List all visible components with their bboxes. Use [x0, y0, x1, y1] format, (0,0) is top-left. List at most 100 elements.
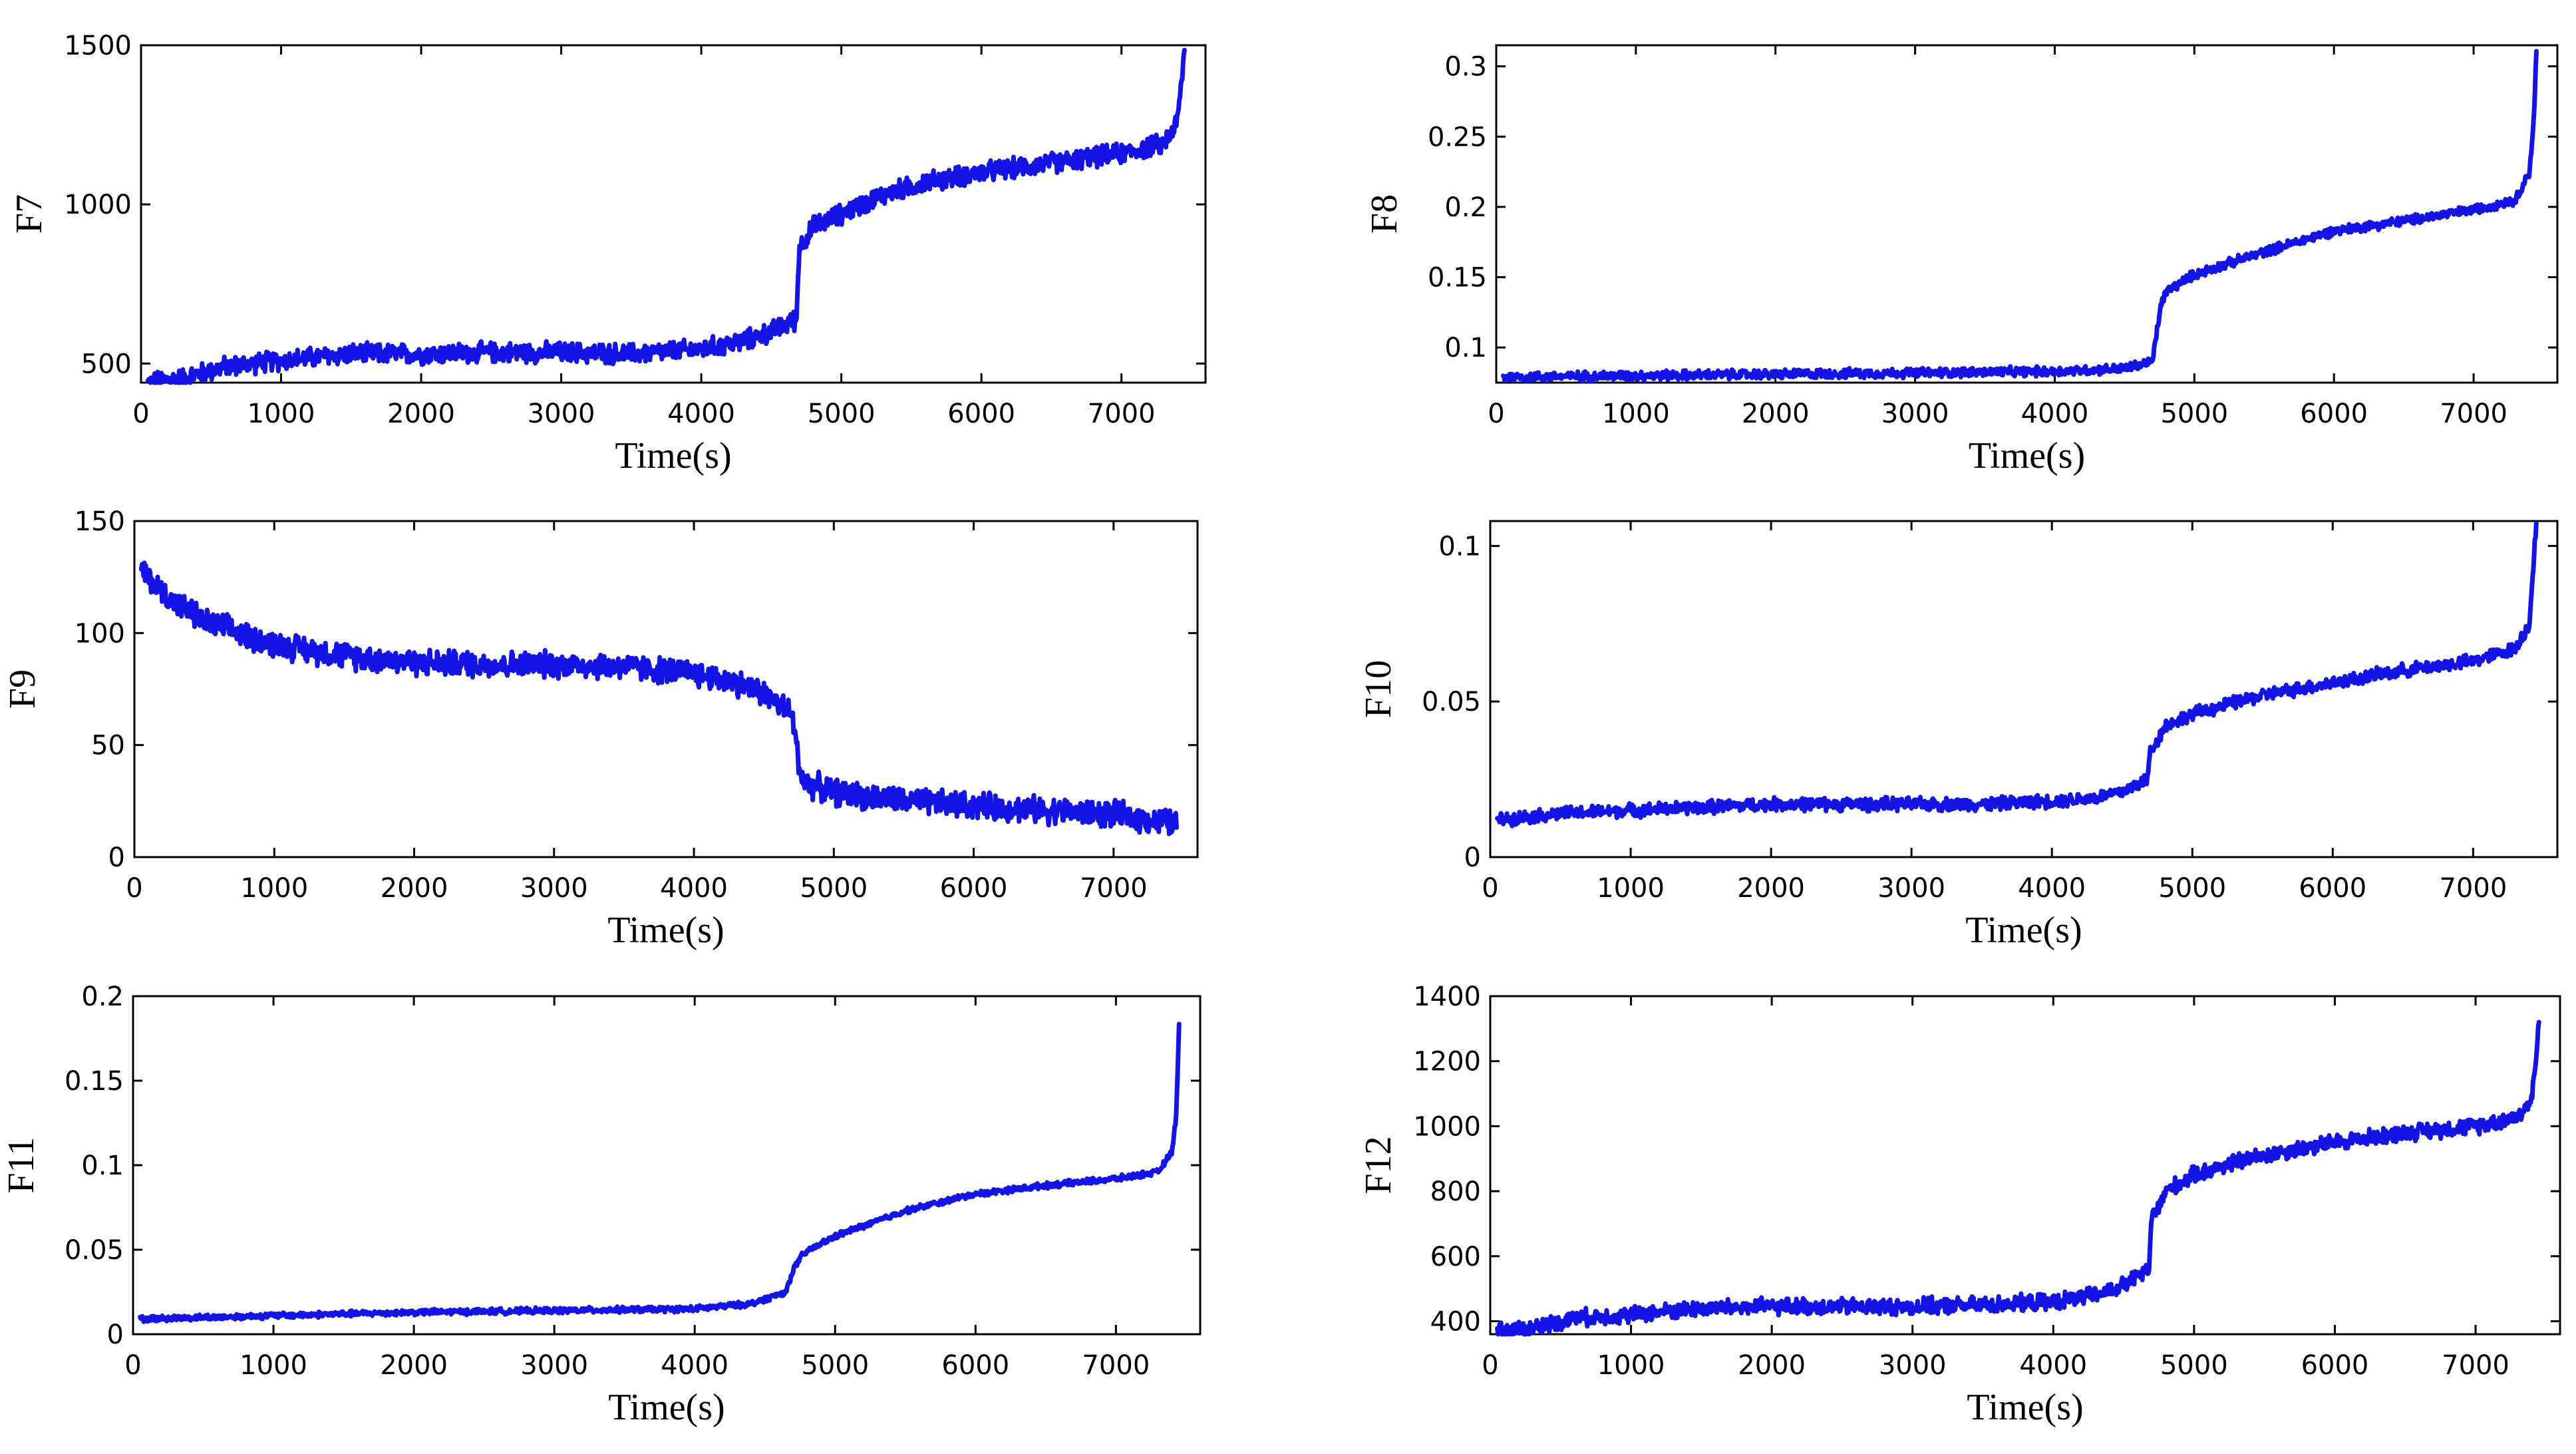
plot-frame	[132, 995, 1202, 1336]
x-tick-label: 0	[126, 873, 142, 904]
y-axis-label: F12	[1358, 1136, 1399, 1194]
x-tick-label: 5000	[801, 1350, 869, 1381]
y-tick-label: 400	[1430, 1306, 1481, 1337]
y-tick-label: 1400	[1413, 982, 1481, 1012]
y-tick-label: 100	[75, 618, 125, 649]
y-axis-label: F10	[1358, 660, 1399, 718]
x-tick-label: 0	[1488, 399, 1504, 429]
series-line	[139, 560, 1179, 836]
x-tick-label: 4000	[660, 873, 728, 904]
x-axis-label: Time(s)	[608, 1387, 724, 1428]
x-tick-label: 3000	[1879, 1350, 1947, 1381]
x-tick-label: 7000	[1080, 873, 1148, 904]
y-tick-label: 0.2	[81, 982, 124, 1012]
x-tick-label: 7000	[2439, 873, 2507, 904]
x-tick-label: 4000	[2018, 873, 2086, 904]
x-tick-label: 6000	[940, 873, 1008, 904]
y-tick-label: 1500	[64, 31, 132, 61]
y-tick-label: 50	[91, 731, 125, 761]
plot-frame	[133, 520, 1199, 858]
y-tick-label: 0.25	[1428, 122, 1487, 152]
x-tick-label: 3000	[1881, 399, 1949, 429]
y-tick-label: 0.1	[81, 1151, 124, 1181]
x-tick-label: 6000	[2300, 399, 2368, 429]
x-tick-label: 5000	[2158, 873, 2226, 904]
x-tick-label: 5000	[2160, 399, 2228, 429]
y-tick-label: 800	[1430, 1177, 1481, 1207]
x-axis-label: Time(s)	[1969, 435, 2085, 476]
x-tick-label: 3000	[520, 1350, 588, 1381]
x-tick-label: 2000	[1742, 399, 1810, 429]
y-tick-label: 1000	[1413, 1111, 1481, 1142]
x-tick-label: 7000	[1088, 399, 1156, 429]
x-tick-label: 6000	[2301, 1350, 2369, 1381]
x-axis-label: Time(s)	[615, 435, 731, 476]
y-tick-label: 0	[1464, 842, 1481, 873]
x-tick-label: 2000	[381, 873, 448, 904]
x-tick-label: 3000	[528, 399, 595, 429]
y-tick-label: 0.05	[65, 1235, 124, 1266]
y-tick-label: 0	[108, 842, 125, 873]
plot-frame	[1495, 44, 2559, 384]
series-line	[138, 1021, 1182, 1324]
x-tick-label: 0	[132, 399, 149, 429]
x-tick-label: 7000	[1082, 1350, 1150, 1381]
y-axis-label: F8	[1364, 194, 1405, 234]
y-tick-label: 1000	[64, 190, 132, 220]
y-axis-label: F9	[2, 669, 43, 709]
x-tick-label: 1000	[1602, 399, 1670, 429]
x-tick-label: 1000	[240, 1350, 307, 1381]
y-tick-label: 0.1	[1444, 333, 1487, 363]
x-tick-label: 4000	[661, 1350, 728, 1381]
x-tick-label: 5000	[2160, 1350, 2228, 1381]
y-tick-label: 0.3	[1444, 52, 1487, 83]
plot-frame	[1489, 520, 2559, 858]
x-tick-label: 1000	[240, 873, 308, 904]
series-line	[1495, 521, 2539, 828]
x-tick-label: 5000	[800, 873, 868, 904]
y-tick-label: 0	[107, 1320, 124, 1350]
y-tick-label: 150	[75, 506, 125, 537]
x-tick-label: 2000	[1738, 1350, 1806, 1381]
x-tick-label: 7000	[2440, 399, 2507, 429]
x-tick-label: 3000	[1877, 873, 1945, 904]
y-tick-label: 600	[1430, 1242, 1481, 1272]
chart-panel-f10: 0 1000 2000 3000 4000 5000 6000 7000 0 0.05 0.1 Tim…	[1358, 520, 2559, 951]
x-axis-label: Time(s)	[1967, 1387, 2083, 1428]
x-tick-label: 1000	[1597, 1350, 1665, 1381]
series-line	[1501, 49, 2539, 384]
x-tick-label: 0	[1482, 1350, 1498, 1381]
x-tick-label: 6000	[941, 1350, 1009, 1381]
x-tick-label: 2000	[387, 399, 455, 429]
y-tick-label: 0.2	[1444, 192, 1487, 223]
chart-panel-f8: 0 1000 2000 3000 4000 5000 6000 7000 0.1 0.15 0.2 0…	[1364, 44, 2559, 476]
y-tick-label: 0.1	[1438, 531, 1481, 562]
x-tick-label: 5000	[808, 399, 876, 429]
x-tick-label: 7000	[2442, 1350, 2509, 1381]
chart-panel-f11: 0 1000 2000 3000 4000 5000 6000 7000 0 0.05 0.1 0.1…	[1, 982, 1202, 1428]
plot-frame	[1489, 995, 2561, 1336]
x-tick-label: 4000	[2021, 399, 2089, 429]
y-tick-label: 500	[81, 349, 132, 379]
x-tick-label: 1000	[247, 399, 315, 429]
x-tick-label: 3000	[520, 873, 588, 904]
series-line	[1495, 1019, 2541, 1337]
x-tick-label: 2000	[380, 1350, 448, 1381]
x-tick-label: 0	[124, 1350, 141, 1381]
chart-panel-f9: 0 1000 2000 3000 4000 5000 6000 7000 0 50 100 150 Ti…	[2, 506, 1199, 951]
series-line	[146, 47, 1187, 385]
x-tick-label: 0	[1482, 873, 1498, 904]
x-tick-label: 6000	[2299, 873, 2366, 904]
x-axis-label: Time(s)	[607, 910, 724, 951]
y-tick-label: 0.15	[1428, 263, 1487, 293]
x-axis-label: Time(s)	[1965, 910, 2082, 951]
y-axis-label: F11	[1, 1137, 42, 1193]
chart-panel-f12: 0 1000 2000 3000 4000 5000 6000 7000 400 600 800 10…	[1358, 982, 2561, 1428]
x-tick-label: 6000	[947, 399, 1015, 429]
y-axis-label: F7	[9, 194, 50, 234]
chart-panel-f7: 0 1000 2000 3000 4000 5000 6000 7000 500 1000 1500…	[9, 31, 1207, 476]
plot-frame	[140, 44, 1207, 384]
x-tick-label: 1000	[1597, 873, 1665, 904]
y-tick-label: 1200	[1413, 1047, 1481, 1077]
